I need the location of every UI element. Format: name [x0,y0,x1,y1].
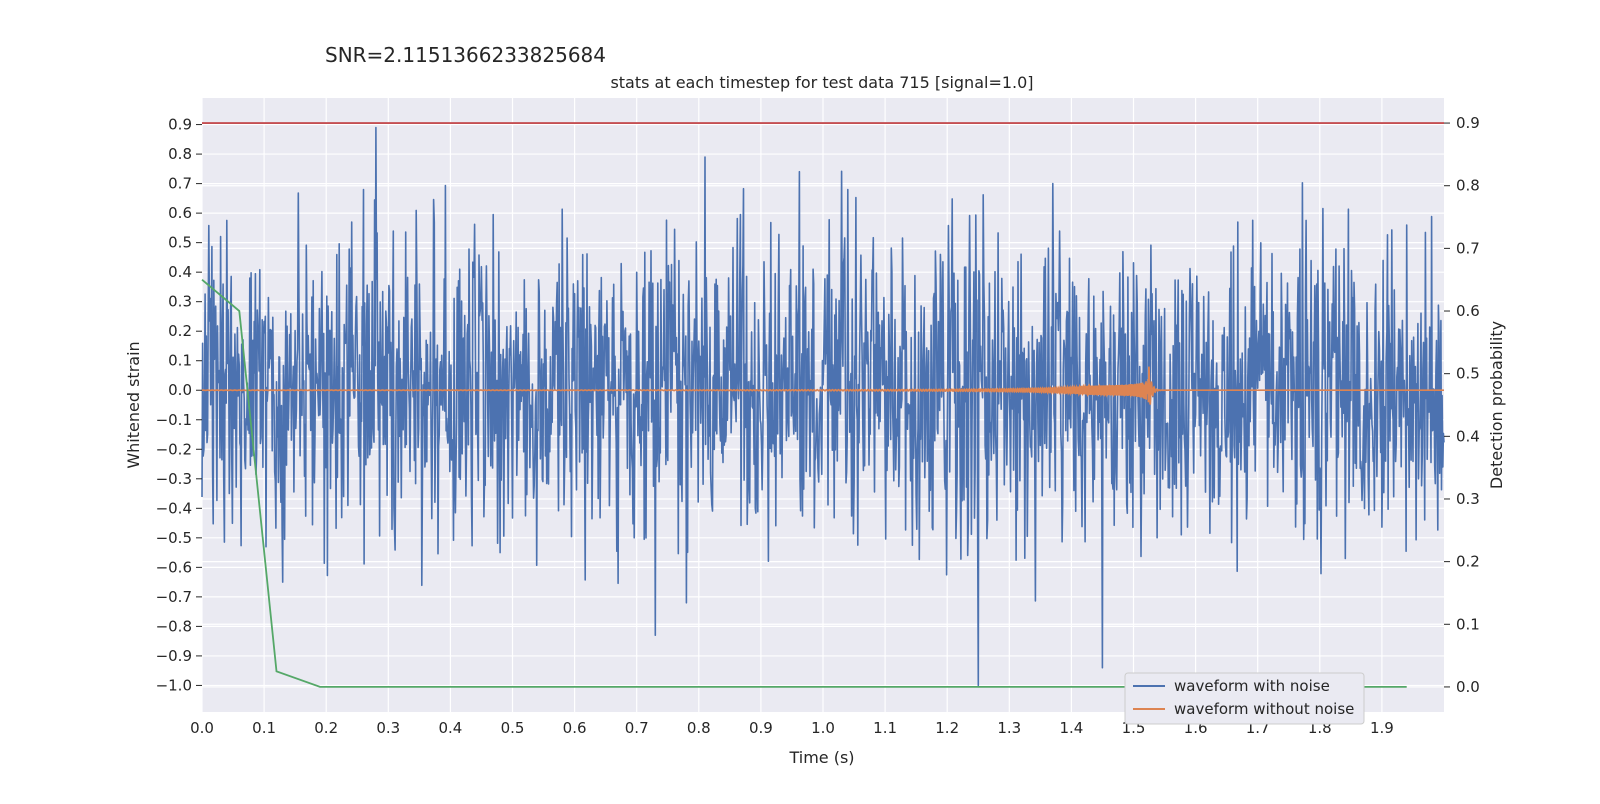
x-axis-label: Time (s) [788,748,854,767]
y-axis-left: 0.9 0.8 0.7 0.6 0.5 0.4 0.3 0.2 0.1 0.0 −0.1 −0.2 −0… [156,116,202,694]
y-tick-label: −0.9 [156,647,192,665]
y2-tick-label: 0.6 [1456,302,1480,320]
x-tick-label: 0.3 [376,719,400,737]
y-tick-label: 0.5 [168,234,192,252]
x-tick-label: 1.9 [1370,719,1394,737]
y-tick-label: 0.4 [168,263,192,281]
y-tick-label: 0.6 [168,204,192,222]
y-tick-label: 0.7 [168,175,192,193]
y2-tick-label: 0.3 [1456,490,1480,508]
y-tick-label: 0.0 [168,381,192,399]
y2-tick-label: 0.8 [1456,177,1480,195]
y2-tick-label: 0.9 [1456,114,1480,132]
series-waveform-with-noise [201,126,1445,687]
x-tick-label: 1.3 [997,719,1021,737]
y-tick-label: 0.3 [168,293,192,311]
series-layer [201,122,1445,688]
grid [201,98,1444,712]
legend-label-noisy: waveform with noise [1174,677,1330,695]
y-tick-label: 0.9 [168,116,192,134]
y-tick-label: −0.1 [156,411,192,429]
y-tick-label: 0.2 [168,322,192,340]
y2-tick-label: 0.4 [1456,427,1480,445]
legend-box [1124,672,1365,725]
series-waveform-without-noise [202,366,1444,405]
x-tick-label: 1.4 [1059,719,1083,737]
legend-label-clean: waveform without noise [1174,700,1354,718]
x-tick-label: 0.8 [687,719,711,737]
legend: waveform with noise waveform without noi… [1124,672,1365,725]
x-tick-label: 0.9 [749,719,773,737]
y-tick-label: −0.2 [156,440,192,458]
x-axis: 0.0 0.1 0.2 0.3 0.4 0.5 0.6 0.7 0.8 0.9 1.0 1.1 1.2 1… [190,719,1394,737]
x-tick-label: 0.5 [501,719,525,737]
y2-tick-label: 0.0 [1456,678,1480,696]
y-axis-label: Whitened strain [124,341,143,468]
x-tick-label: 0.6 [563,719,587,737]
x-tick-label: 1.0 [811,719,835,737]
x-tick-label: 0.1 [252,719,276,737]
y2-tick-label: 0.7 [1456,239,1480,257]
x-tick-label: 1.2 [935,719,959,737]
x-tick-label: 0.2 [314,719,338,737]
y2-tick-label: 0.1 [1456,615,1480,633]
x-tick-label: 0.7 [625,719,649,737]
y2-tick-label: 0.2 [1456,553,1480,571]
y-tick-label: −0.4 [156,499,192,517]
chart-title: stats at each timestep for test data 715… [610,73,1033,92]
y-tick-label: −0.8 [156,617,192,635]
y2-tick-label: 0.5 [1456,365,1480,383]
y-axis-right: 0.9 0.8 0.7 0.6 0.5 0.4 0.3 0.2 0.1 0.0 [1444,114,1480,696]
y-tick-label: −0.3 [156,470,192,488]
snr-label: SNR=2.1151366233825684 [325,43,606,67]
x-tick-label: 1.1 [873,719,897,737]
x-tick-label: 0.4 [438,719,462,737]
x-tick-label: 0.0 [190,719,214,737]
y2-axis-label: Detection probability [1487,321,1506,489]
y-tick-label: 0.1 [168,352,192,370]
y-tick-label: −0.5 [156,529,192,547]
y-tick-label: −0.6 [156,558,192,576]
y-tick-label: −1.0 [156,676,192,694]
y-tick-label: 0.8 [168,145,192,163]
y-tick-label: −0.7 [156,588,192,606]
